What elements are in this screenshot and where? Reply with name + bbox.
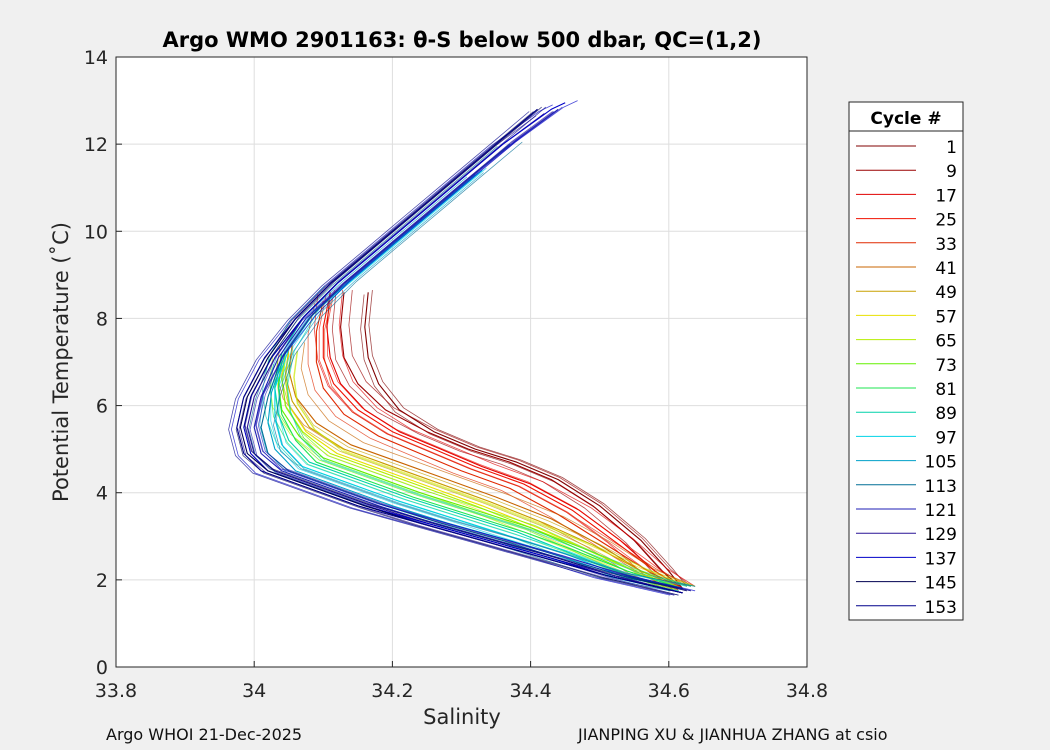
series-line-cycle-121 (253, 108, 683, 594)
series-line-cycle-25 (322, 292, 683, 590)
series-line-cycle-153-bundle (228, 111, 675, 596)
series-line-cycle-81 (277, 361, 683, 590)
legend-label-cycle-137: 137 (925, 549, 957, 569)
legend-label-cycle-57: 57 (935, 307, 957, 327)
series-line-cycle-73 (277, 357, 683, 590)
plot-area (116, 57, 807, 667)
legend-label-cycle-89: 89 (935, 404, 957, 424)
series-line-cycle-137-bundle (255, 100, 696, 592)
x-tick-label: 34.8 (786, 680, 828, 702)
series-line-cycle-41-bundle (300, 342, 696, 587)
legend-label-cycle-145: 145 (925, 574, 957, 594)
y-tick-label: 0 (96, 657, 108, 679)
series-line-cycle-105-bundle (259, 176, 675, 592)
legend-label-cycle-1: 1 (946, 138, 957, 158)
axis-ticks: 33.8 34 34.2 34.4 34.6 34.8 0 2 4 6 8 10 12 14 (84, 47, 828, 702)
series-line-cycle-49 (284, 348, 683, 590)
series-line-cycle-153 (236, 108, 683, 594)
series-line-cycle-81-bundle (269, 364, 675, 592)
series-line-cycle-1 (364, 292, 684, 589)
legend-label-cycle-25: 25 (935, 211, 957, 231)
series-line-cycle-97-bundle (278, 167, 687, 587)
series-line-cycle-9-bundle (331, 294, 675, 592)
y-tick-label: 4 (96, 483, 108, 505)
series-line-cycle-9-bundle (348, 290, 692, 587)
legend-label-cycle-129: 129 (925, 525, 957, 545)
series-line-cycle-25-bundle (326, 290, 688, 587)
y-tick-label: 2 (96, 570, 108, 592)
x-tick-label: 33.8 (95, 680, 137, 702)
series-line-cycle-113-bundle (273, 141, 696, 587)
legend-label-cycle-49: 49 (935, 283, 957, 303)
series-line-cycle-105-bundle (275, 172, 691, 587)
series-line-cycle-33 (315, 300, 683, 590)
legend-label-cycle-17: 17 (935, 186, 957, 206)
series-line-cycle-145-bundle (235, 111, 679, 596)
chart-title: Argo WMO 2901163: θ-S below 500 dbar, QC… (163, 28, 762, 52)
series-line-cycle-81-bundle (286, 359, 692, 587)
legend-label-cycle-9: 9 (946, 162, 957, 182)
series-layer (228, 100, 696, 596)
y-tick-label: 8 (96, 308, 108, 330)
series-line-cycle-89-bundle (286, 281, 696, 587)
legend-label-cycle-81: 81 (935, 380, 957, 400)
series-line-cycle-153-bundle (244, 106, 691, 592)
x-tick-label: 34.2 (371, 680, 413, 702)
legend-title: Cycle # (870, 109, 941, 129)
series-line-cycle-25-bundle (318, 294, 679, 592)
series-line-cycle-129-bundle (255, 111, 691, 592)
y-tick-label: 14 (84, 47, 108, 69)
x-tick-label: 34 (242, 680, 266, 702)
legend-label-cycle-97: 97 (935, 428, 957, 448)
legend-label-cycle-105: 105 (925, 453, 957, 473)
legend-label-cycle-33: 33 (935, 235, 957, 255)
x-axis-label: Salinity (423, 705, 501, 729)
series-line-cycle-1-bundle (368, 290, 688, 587)
series-line-cycle-33-bundle (324, 298, 692, 587)
legend-label-cycle-113: 113 (925, 477, 957, 497)
legend-label-cycle-73: 73 (935, 356, 957, 376)
series-line-cycle-9 (340, 292, 683, 590)
legend-label-cycle-41: 41 (935, 259, 957, 279)
x-tick-label: 34.4 (509, 680, 551, 702)
series-line-cycle-73-bundle (282, 355, 687, 587)
x-tick-label: 34.6 (648, 680, 690, 702)
legend-items: 1 9 17 25 33 41 49 57 65 73 81 89 97 105 113 121 129 137 1… (856, 138, 957, 618)
legend-label-cycle-153: 153 (925, 598, 957, 618)
legend-label-cycle-65: 65 (935, 332, 957, 352)
series-line-cycle-49-bundle (280, 351, 679, 592)
series-line-cycle-57-bundle (293, 351, 692, 587)
footer-right-credit: JIANPING XU & JIANHUA ZHANG at csio (578, 725, 888, 744)
y-axis-label: Potential Temperature (˚C) (49, 222, 73, 502)
series-line-cycle-65 (281, 353, 683, 590)
legend: Cycle # 1 9 17 25 33 41 49 57 65 73 81 89 97 105 113 12… (848, 101, 964, 621)
series-line-cycle-17-bundle (338, 290, 696, 587)
legend-label-cycle-121: 121 (925, 501, 957, 521)
series-line-cycle-145-bundle (244, 106, 687, 592)
plot-frame (115, 56, 808, 668)
series-line-cycle-49-bundle (288, 346, 687, 587)
footer-left-credit: Argo WHOI 21-Dec-2025 (106, 725, 303, 744)
y-tick-label: 10 (84, 221, 108, 243)
y-tick-label: 6 (96, 396, 108, 418)
y-tick-label: 12 (84, 134, 108, 156)
series-line-cycle-65-bundle (293, 351, 696, 587)
